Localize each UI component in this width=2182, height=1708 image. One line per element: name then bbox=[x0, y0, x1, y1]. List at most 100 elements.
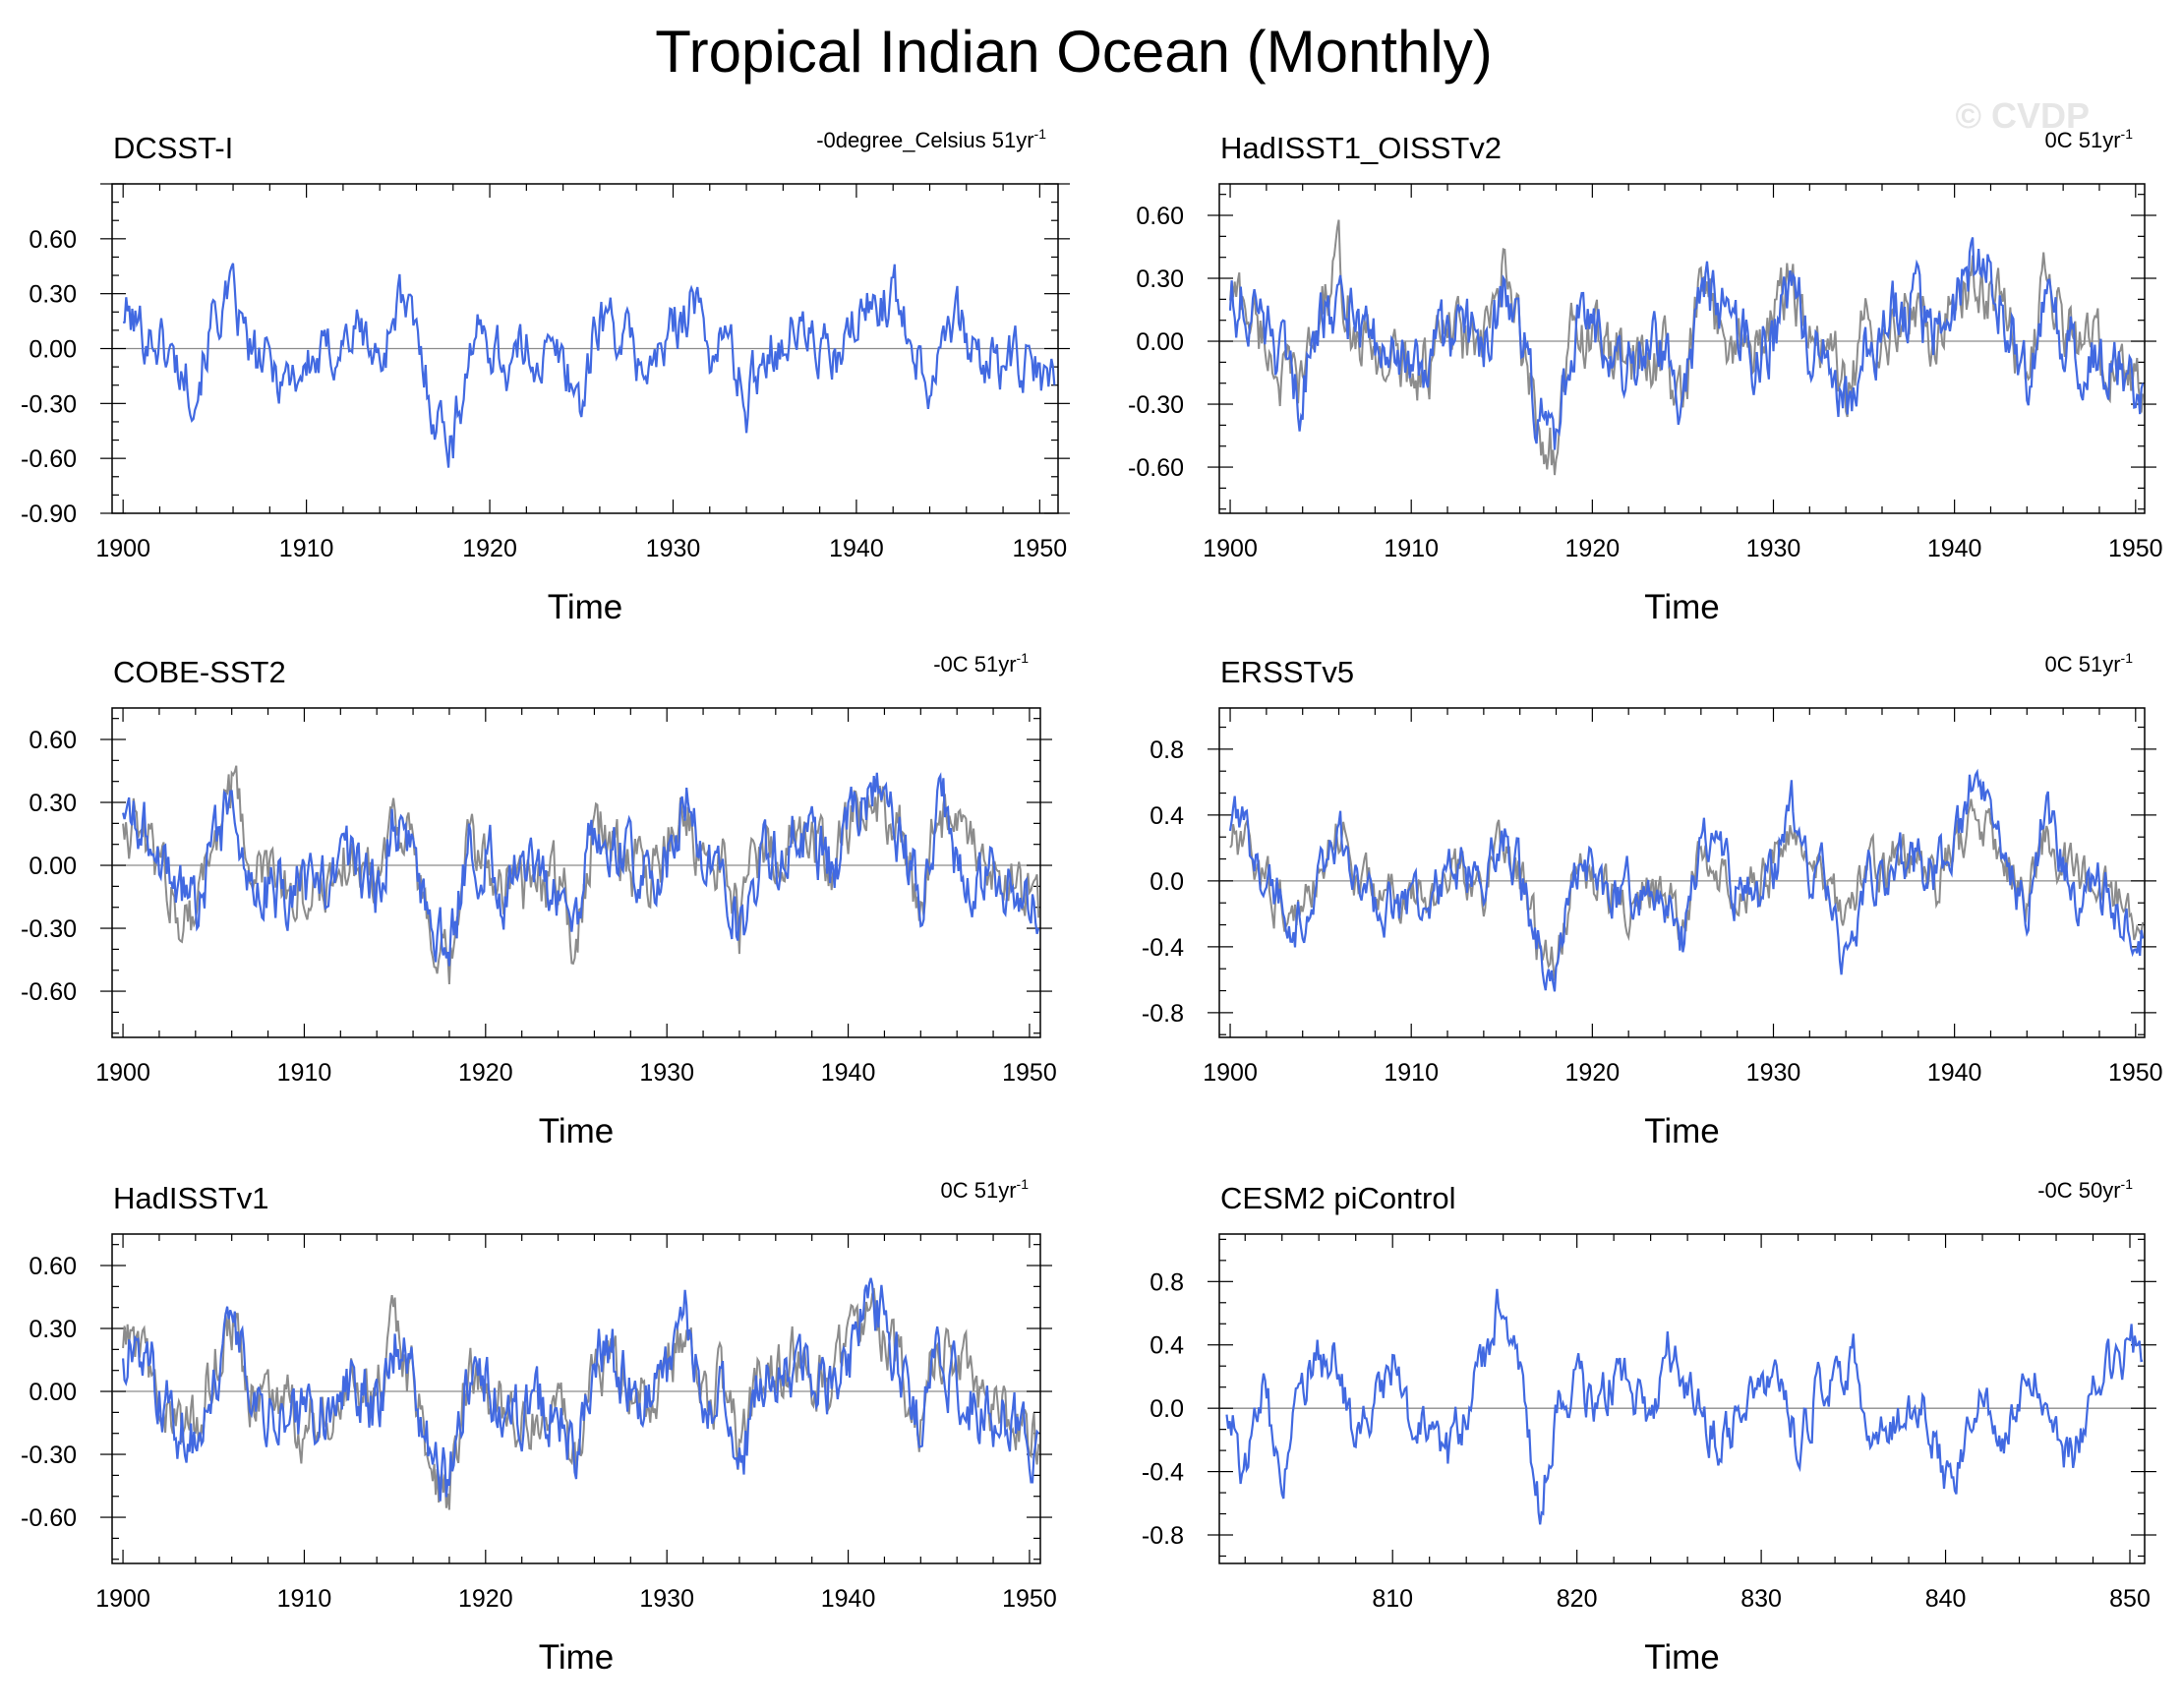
x-tick-label: 1920 bbox=[462, 535, 517, 562]
trend-superscript: -1 bbox=[1034, 126, 1047, 142]
plot-frame bbox=[111, 1233, 1041, 1564]
plot-frame bbox=[1218, 707, 2146, 1038]
model-series-line bbox=[1228, 237, 2145, 450]
x-tick-label: 820 bbox=[1557, 1585, 1598, 1613]
x-axis-label: Time bbox=[539, 1638, 614, 1677]
y-tick-label: -0.60 bbox=[21, 978, 77, 1006]
x-tick-label: 1910 bbox=[277, 1059, 332, 1087]
x-tick-label: 1920 bbox=[1565, 1059, 1621, 1087]
model-series-line bbox=[1228, 768, 2145, 992]
x-axis-label: Time bbox=[1644, 588, 1719, 626]
y-tick-label: -0.4 bbox=[1142, 934, 1184, 962]
x-tick-label: 1940 bbox=[821, 1585, 876, 1613]
x-tick-label: 1950 bbox=[2108, 1059, 2163, 1087]
x-axis-label: Time bbox=[548, 588, 622, 626]
x-tick-label: 1920 bbox=[458, 1585, 513, 1613]
y-tick-label: -0.90 bbox=[21, 501, 77, 528]
trend-annotation: -0C 51yr-1 bbox=[933, 650, 1029, 677]
x-tick-label: 1900 bbox=[95, 1585, 150, 1613]
y-tick-label: -0.4 bbox=[1142, 1459, 1184, 1487]
model-series-line bbox=[122, 772, 1040, 967]
trend-superscript: -1 bbox=[2121, 1176, 2134, 1192]
panel-5: HadISSTv1 0C 51yr-1 1900 1910 1920 1930 1940 19… bbox=[21, 1176, 1057, 1677]
y-tick-label: -0.8 bbox=[1142, 1000, 1184, 1028]
x-tick-label: 1930 bbox=[639, 1059, 694, 1087]
y-tick-label: 0.60 bbox=[29, 1253, 77, 1280]
y-tick-label: 0.60 bbox=[1136, 203, 1184, 230]
trend-superscript: -1 bbox=[1017, 650, 1030, 666]
y-tick-label: 0.30 bbox=[29, 281, 77, 309]
x-tick-label: 1940 bbox=[1927, 535, 1982, 562]
y-tick-label: -0.30 bbox=[1128, 391, 1184, 419]
trend-superscript: -1 bbox=[2121, 650, 2134, 666]
panel-2: HadISST1_OISSTv2 0C 51yr-1 1900 1910 1920 193… bbox=[1128, 126, 2163, 626]
y-tick-label: 0.30 bbox=[29, 790, 77, 817]
watermark: © CVDP bbox=[1955, 95, 2090, 136]
y-tick-label: -0.60 bbox=[1128, 454, 1184, 482]
panel-6: CESM2 piControl -0C 50yr-1 810 820 830 840 850… bbox=[1142, 1176, 2156, 1677]
reference-series-line bbox=[1229, 798, 2145, 981]
x-tick-label: 1910 bbox=[279, 535, 334, 562]
y-tick-label: -0.30 bbox=[21, 390, 77, 418]
panel-3: COBE-SST2 -0C 51yr-1 1900 1910 1920 1930 1940 1… bbox=[21, 650, 1057, 1150]
panel-title: COBE-SST2 bbox=[113, 655, 286, 689]
x-tick-label: 1910 bbox=[1384, 535, 1439, 562]
plot-frame bbox=[1218, 183, 2146, 514]
trend-annotation: 0C 51yr-1 bbox=[2045, 650, 2134, 677]
trend-annotation: -0degree_Celsius 51yr-1 bbox=[816, 126, 1046, 152]
panel-4: ERSSTv5 0C 51yr-1 1900 1910 1920 1930 1940 1950… bbox=[1142, 650, 2163, 1150]
panel-1: DCSST-I -0degree_Celsius 51yr-1 1900 1910 19… bbox=[21, 126, 1070, 626]
y-tick-label: -0.60 bbox=[21, 445, 77, 473]
y-tick-label: 0.4 bbox=[1150, 1332, 1184, 1360]
panel-title: DCSST-I bbox=[113, 131, 233, 165]
panel-title: HadISSTv1 bbox=[113, 1181, 269, 1215]
x-axis-label: Time bbox=[1644, 1112, 1719, 1150]
x-tick-label: 1940 bbox=[821, 1059, 876, 1087]
reference-series-line bbox=[122, 1287, 1040, 1510]
y-tick-label: -0.30 bbox=[21, 915, 77, 943]
y-tick-label: 0.60 bbox=[29, 226, 77, 254]
trend-annotation: 0C 51yr-1 bbox=[2045, 126, 2134, 152]
trend-superscript: -1 bbox=[1017, 1176, 1030, 1192]
x-axis-label: Time bbox=[539, 1112, 614, 1150]
x-tick-label: 1930 bbox=[1746, 1059, 1801, 1087]
panels: DCSST-I -0degree_Celsius 51yr-1 1900 1910 19… bbox=[21, 126, 2163, 1677]
y-tick-label: -0.60 bbox=[21, 1504, 77, 1532]
y-tick-label: 0.0 bbox=[1150, 1395, 1184, 1423]
y-tick-label: 0.0 bbox=[1150, 868, 1184, 896]
y-tick-label: 0.4 bbox=[1150, 802, 1184, 830]
x-tick-label: 1920 bbox=[458, 1059, 513, 1087]
plot-frame bbox=[111, 707, 1041, 1038]
x-tick-label: 1900 bbox=[95, 535, 150, 562]
y-tick-label: 0.00 bbox=[29, 1379, 77, 1406]
x-tick-label: 1930 bbox=[639, 1585, 694, 1613]
x-tick-label: 810 bbox=[1372, 1585, 1413, 1613]
y-tick-label: 0.00 bbox=[29, 336, 77, 364]
figure-title: Tropical Indian Ocean (Monthly) bbox=[655, 19, 1492, 85]
x-tick-label: 1900 bbox=[1203, 535, 1258, 562]
y-tick-label: 0.8 bbox=[1150, 736, 1184, 764]
x-tick-label: 1940 bbox=[829, 535, 884, 562]
trend-annotation: 0C 51yr-1 bbox=[941, 1176, 1030, 1203]
panel-title: CESM2 piControl bbox=[1220, 1181, 1455, 1215]
model-series-line bbox=[122, 263, 1056, 468]
x-tick-label: 1950 bbox=[1002, 1585, 1057, 1613]
x-tick-label: 1950 bbox=[2108, 535, 2163, 562]
panel-title: ERSSTv5 bbox=[1220, 655, 1354, 689]
y-tick-label: 0.00 bbox=[1136, 328, 1184, 356]
x-tick-label: 1940 bbox=[1927, 1059, 1982, 1087]
model-series-line bbox=[122, 1277, 1040, 1502]
x-tick-label: 1930 bbox=[1746, 535, 1801, 562]
x-tick-label: 1920 bbox=[1565, 535, 1621, 562]
y-tick-label: -0.30 bbox=[21, 1442, 77, 1469]
x-tick-label: 1950 bbox=[1002, 1059, 1057, 1087]
y-tick-label: 0.60 bbox=[29, 727, 77, 754]
y-tick-label: -0.8 bbox=[1142, 1522, 1184, 1550]
x-tick-label: 840 bbox=[1925, 1585, 1967, 1613]
y-tick-label: 0.30 bbox=[29, 1316, 77, 1343]
x-tick-label: 1910 bbox=[277, 1585, 332, 1613]
x-axis-label: Time bbox=[1644, 1638, 1719, 1677]
trend-annotation: -0C 50yr-1 bbox=[2037, 1176, 2133, 1203]
x-tick-label: 1930 bbox=[646, 535, 701, 562]
